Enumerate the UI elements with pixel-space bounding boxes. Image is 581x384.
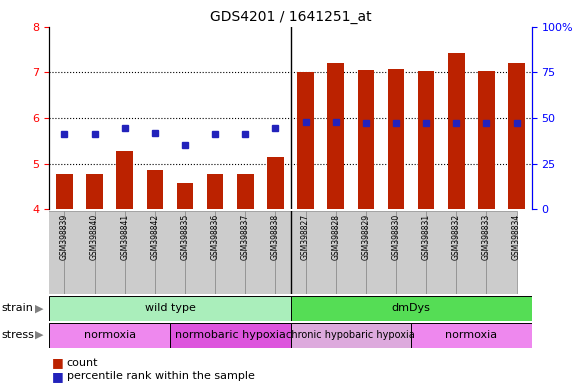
Bar	[95, 211, 125, 294]
Text: GSM398827: GSM398827	[301, 214, 310, 260]
Text: GSM398840: GSM398840	[90, 214, 99, 260]
Bar	[357, 70, 374, 209]
Bar	[49, 323, 170, 348]
Bar	[275, 211, 306, 294]
Text: strain: strain	[1, 303, 33, 313]
Bar	[155, 211, 185, 294]
Bar	[207, 174, 224, 209]
Bar	[49, 296, 290, 321]
Bar	[87, 174, 103, 209]
Text: GSM398830: GSM398830	[392, 214, 400, 260]
Bar	[508, 63, 525, 209]
Bar	[177, 183, 193, 209]
Text: normoxia: normoxia	[84, 330, 136, 340]
Text: normoxia: normoxia	[445, 330, 497, 340]
Text: GSM398836: GSM398836	[211, 214, 220, 260]
Bar	[237, 174, 253, 209]
Bar	[336, 211, 366, 294]
Text: GSM398833: GSM398833	[482, 214, 491, 260]
Text: GSM398837: GSM398837	[241, 214, 250, 260]
Bar	[306, 211, 336, 294]
Bar	[486, 211, 517, 294]
Text: chronic hypobaric hypoxia: chronic hypobaric hypoxia	[286, 330, 415, 340]
Bar	[411, 323, 532, 348]
Bar	[56, 174, 73, 209]
Bar	[64, 211, 95, 294]
Text: GSM398835: GSM398835	[181, 214, 189, 260]
Bar	[388, 69, 404, 209]
Bar	[267, 157, 284, 209]
Bar	[426, 211, 456, 294]
Text: ■: ■	[52, 370, 64, 383]
Text: stress: stress	[1, 330, 34, 340]
Text: GSM398841: GSM398841	[120, 214, 129, 260]
Text: ▶: ▶	[35, 330, 44, 340]
Bar	[290, 296, 532, 321]
Bar	[297, 73, 314, 209]
Text: GDS4201 / 1641251_at: GDS4201 / 1641251_at	[210, 10, 371, 23]
Text: ■: ■	[52, 356, 64, 369]
Text: dmDys: dmDys	[392, 303, 431, 313]
Bar	[170, 323, 290, 348]
Text: ▶: ▶	[35, 303, 44, 313]
Text: GSM398834: GSM398834	[512, 214, 521, 260]
Text: GSM398831: GSM398831	[422, 214, 431, 260]
Bar	[456, 211, 486, 294]
Bar	[34, 211, 64, 294]
Text: GSM398829: GSM398829	[361, 214, 370, 260]
Bar	[366, 211, 396, 294]
Bar	[418, 71, 435, 209]
Bar	[146, 170, 163, 209]
Bar	[290, 323, 411, 348]
Text: GSM398842: GSM398842	[150, 214, 159, 260]
Bar	[185, 211, 215, 294]
Text: GSM398838: GSM398838	[271, 214, 280, 260]
Text: wild type: wild type	[145, 303, 195, 313]
Bar	[448, 53, 465, 209]
Text: GSM398839: GSM398839	[60, 214, 69, 260]
Bar	[478, 71, 494, 209]
Bar	[245, 211, 275, 294]
Bar	[328, 63, 344, 209]
Text: GSM398832: GSM398832	[452, 214, 461, 260]
Text: percentile rank within the sample: percentile rank within the sample	[67, 371, 254, 381]
Text: count: count	[67, 358, 98, 368]
Bar	[125, 211, 155, 294]
Bar	[215, 211, 245, 294]
Text: GSM398828: GSM398828	[331, 214, 340, 260]
Text: normobaric hypoxia: normobaric hypoxia	[175, 330, 286, 340]
Bar	[396, 211, 426, 294]
Bar	[116, 151, 133, 209]
